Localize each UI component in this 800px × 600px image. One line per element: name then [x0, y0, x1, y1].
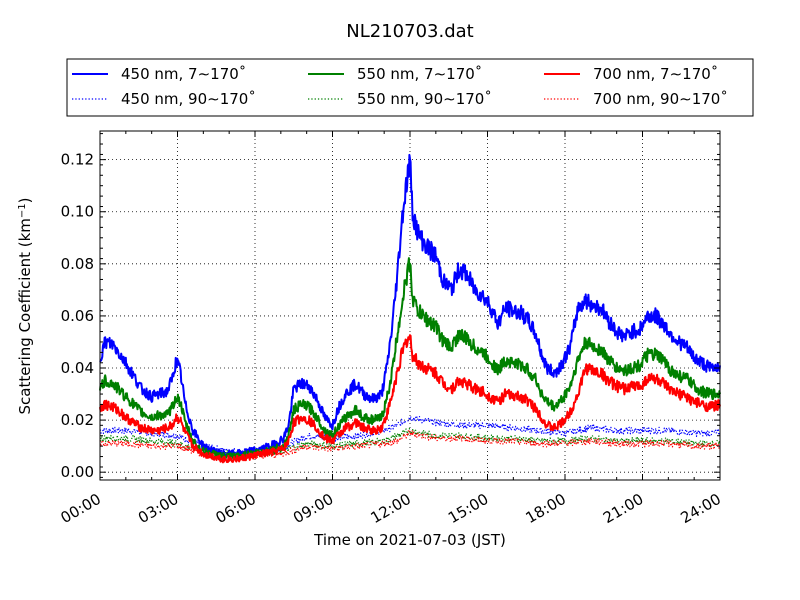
y-tick-label-3: 0.06	[61, 307, 94, 325]
x-tick-label-6: 18:00	[523, 490, 569, 527]
y-tick-label-5: 0.10	[61, 203, 94, 221]
y-axis-label-close: )	[16, 197, 34, 203]
y-axis-label-main: Scattering Coefficient (km	[16, 218, 34, 414]
y-axis-label-sup: −1	[17, 203, 28, 218]
y-tick-label-1: 0.02	[61, 411, 94, 429]
plot-area	[100, 131, 720, 480]
chart-title: NL210703.dat	[346, 21, 473, 42]
series-line-2	[99, 334, 721, 464]
x-tick-label-3: 09:00	[290, 490, 336, 527]
y-axis-label: Scattering Coefficient (km−1)	[16, 197, 34, 414]
legend-label-3: 450 nm, 90∼170˚	[121, 90, 256, 108]
legend-label-4: 550 nm, 90∼170˚	[357, 90, 492, 108]
legend-label-1: 550 nm, 7∼170˚	[357, 65, 482, 83]
ticks	[99, 131, 721, 480]
y-tick-label-2: 0.04	[61, 359, 94, 377]
x-tick-label-0: 00:00	[58, 490, 104, 527]
legend-label-0: 450 nm, 7∼170˚	[121, 65, 246, 83]
series-layer	[99, 153, 721, 464]
series-line-0	[99, 153, 721, 458]
series-line-1	[99, 257, 721, 461]
y-tick-label-0: 0.00	[61, 463, 94, 481]
x-tick-labels: 00:00 03:00 06:00 09:00 12:00 15:00 18:00 21:00…	[58, 490, 724, 527]
x-axis-label: Time on 2021-07-03 (JST)	[313, 531, 506, 549]
x-tick-label-4: 12:00	[368, 490, 414, 527]
x-tick-label-5: 15:00	[445, 490, 491, 527]
legend-frame	[66, 58, 754, 117]
y-tick-label-6: 0.12	[61, 151, 94, 169]
legend-label-5: 700 nm, 90∼170˚	[593, 90, 728, 108]
x-tick-label-2: 06:00	[213, 490, 259, 527]
legend-label-2: 700 nm, 7∼170˚	[593, 65, 718, 83]
x-tick-label-8: 24:00	[678, 490, 724, 527]
legend: 450 nm, 7∼170˚ 550 nm, 7∼170˚ 700 nm, 7∼17…	[66, 58, 754, 117]
y-tick-label-4: 0.08	[61, 255, 94, 273]
x-tick-label-7: 21:00	[600, 490, 646, 527]
y-tick-labels: 0.00 0.02 0.04 0.06 0.08 0.10 0.12	[61, 151, 94, 482]
series-line-5	[99, 430, 721, 461]
x-tick-label-1: 03:00	[135, 490, 181, 527]
